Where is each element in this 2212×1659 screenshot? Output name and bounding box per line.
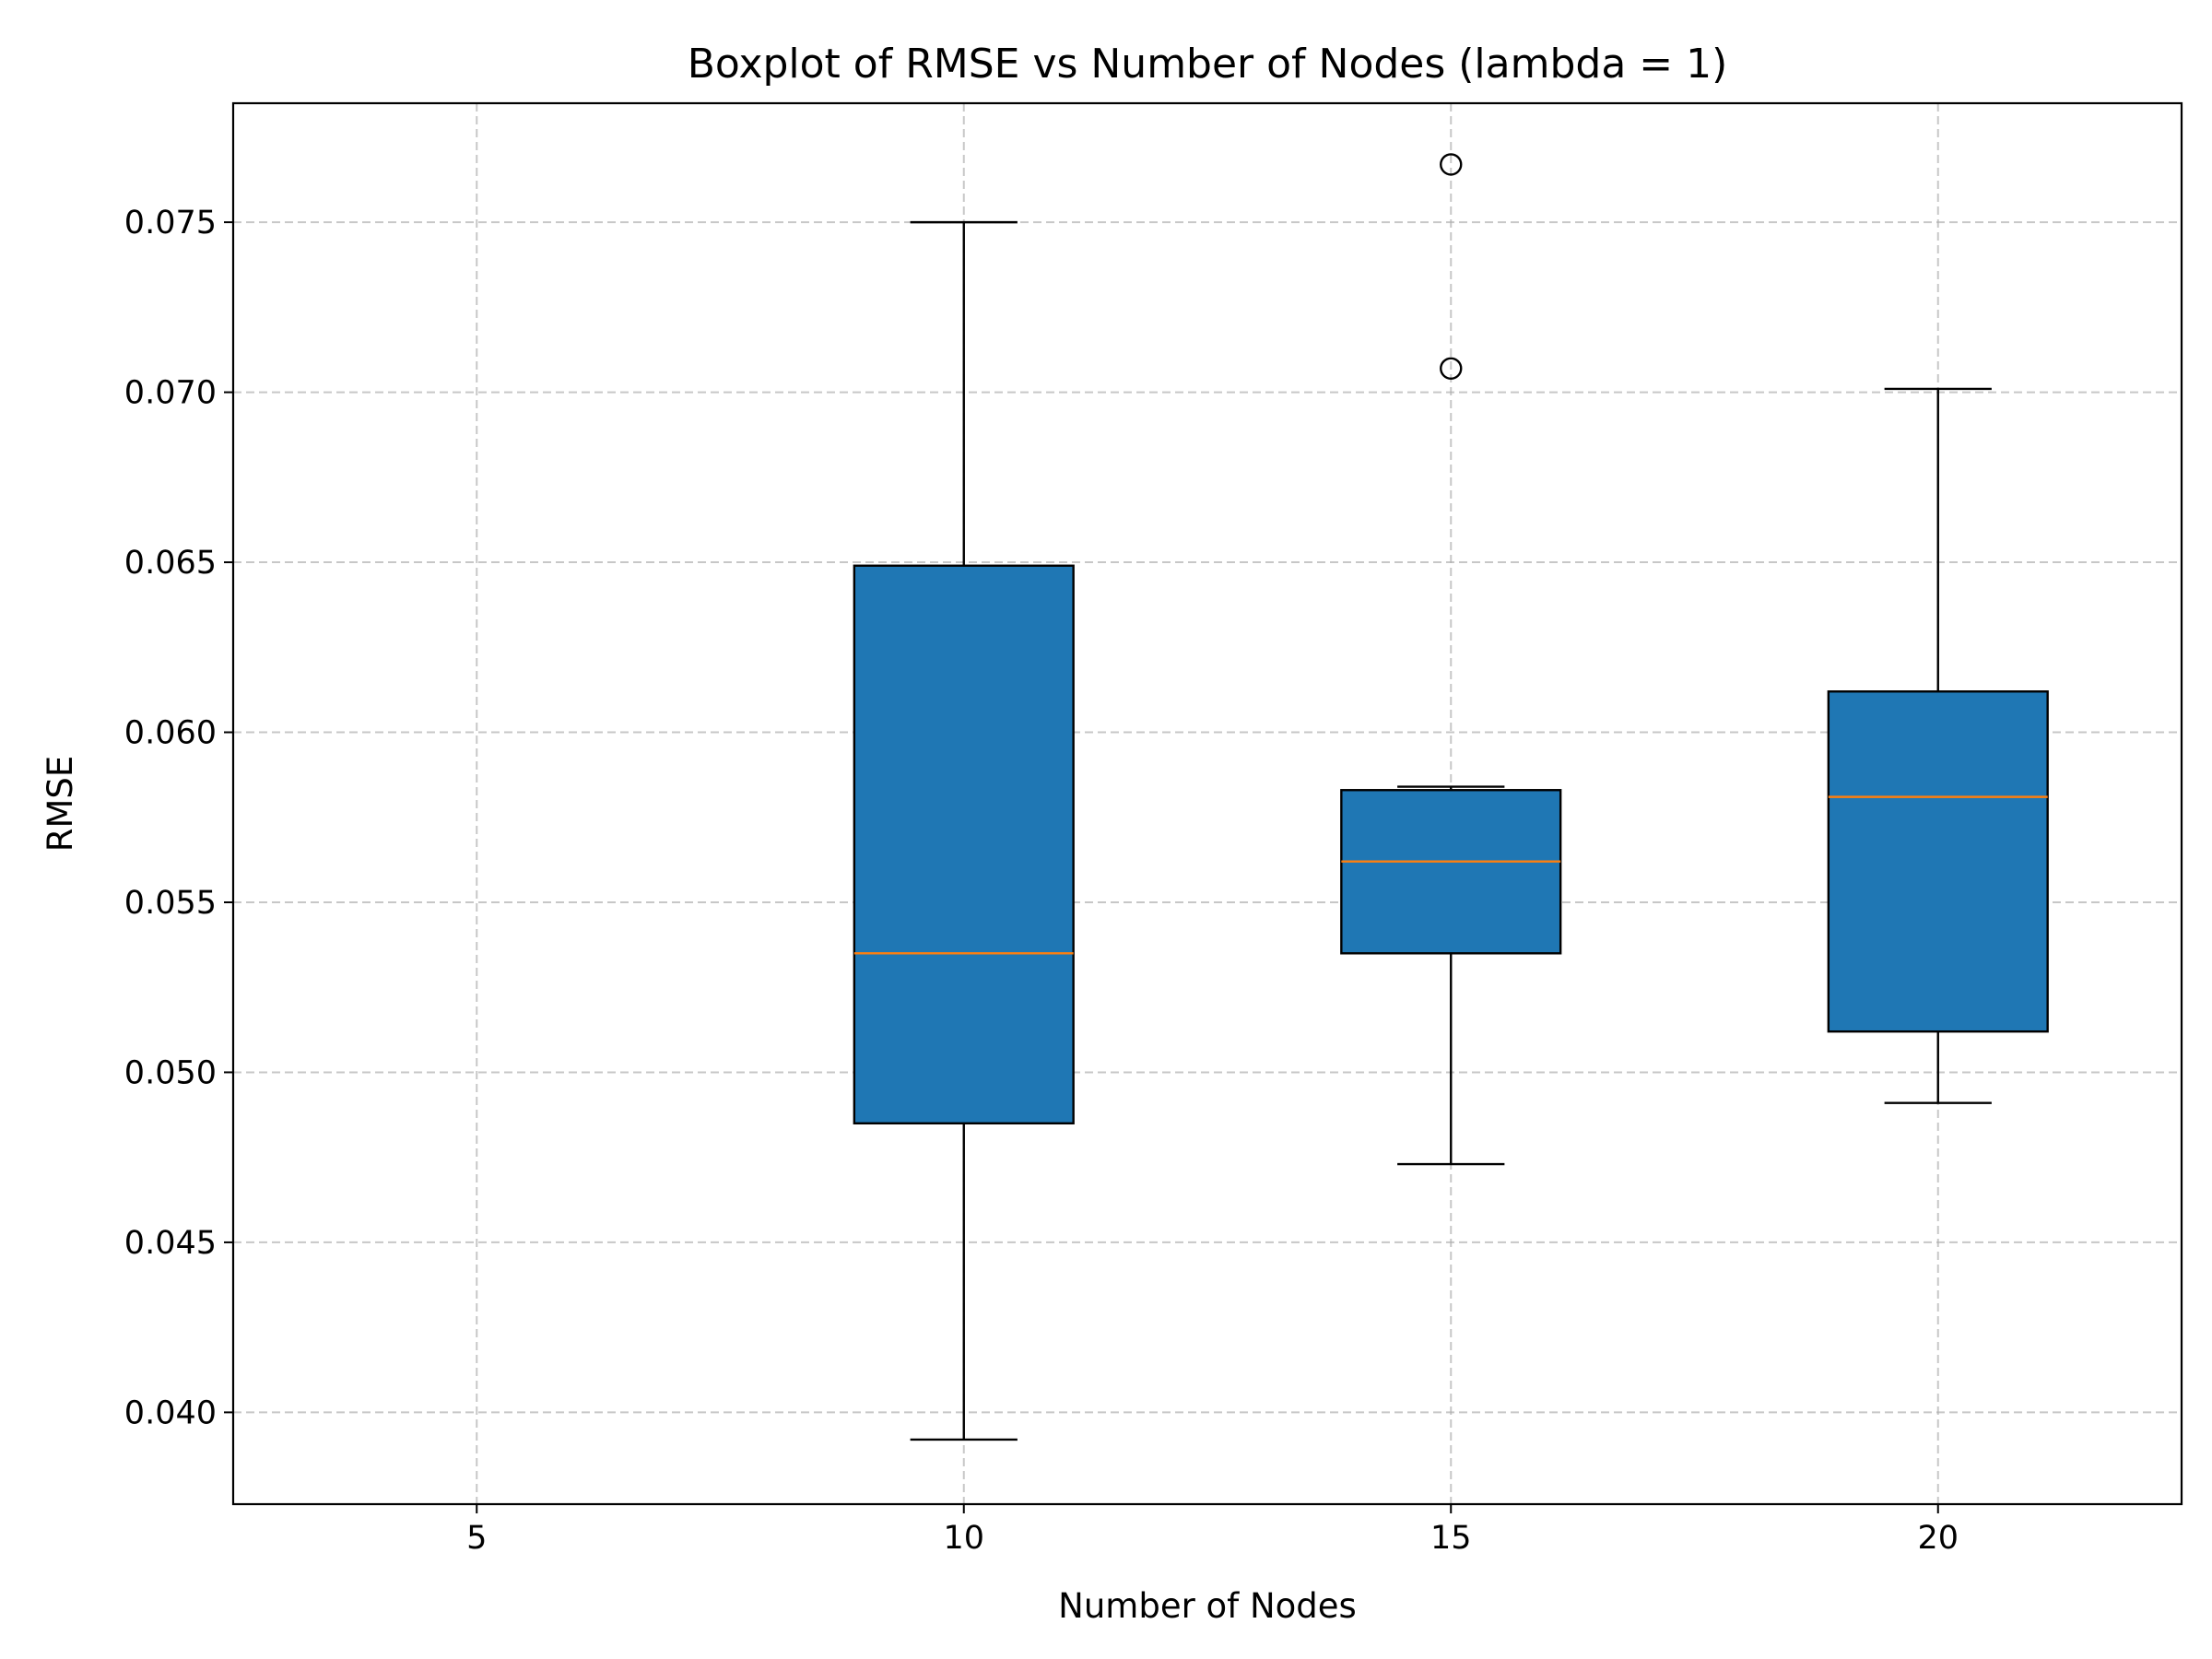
outlier-point: [1440, 357, 1463, 380]
x-tick-label: 5: [466, 1520, 487, 1557]
y-tick-label: 0.075: [124, 205, 217, 241]
box-group: [1827, 387, 2049, 1104]
y-tick-label: 0.065: [124, 545, 217, 582]
iqr-box: [1340, 789, 1562, 955]
box-group: [853, 220, 1075, 1441]
y-tick-label: 0.050: [124, 1054, 217, 1091]
x-tick-label: 20: [1917, 1520, 1959, 1557]
outlier-point: [1440, 153, 1463, 176]
x-tick-label: 15: [1430, 1520, 1472, 1557]
box-group: [1340, 153, 1562, 1166]
box-layer: [853, 153, 2049, 1441]
y-tick-label: 0.055: [124, 885, 217, 922]
iqr-box: [853, 564, 1075, 1124]
x-tick-label: 10: [943, 1520, 984, 1557]
y-tick-label: 0.040: [124, 1394, 217, 1431]
y-axis-label: RMSE: [41, 756, 80, 853]
x-axis-label: Number of Nodes: [1058, 1586, 1357, 1626]
chart-title: Boxplot of RMSE vs Number of Nodes (lamb…: [688, 41, 1728, 88]
y-tick-label: 0.060: [124, 715, 217, 752]
plot-frame: [231, 101, 2183, 1506]
y-tick-label: 0.045: [124, 1225, 217, 1262]
tick-layer: 0.040 0.045 0.050 0.055 0.060 0.065 0.070 0.075…: [124, 205, 1959, 1557]
y-tick-label: 0.070: [124, 375, 217, 412]
iqr-box: [1827, 690, 2049, 1033]
grid-layer: [233, 103, 2182, 1504]
